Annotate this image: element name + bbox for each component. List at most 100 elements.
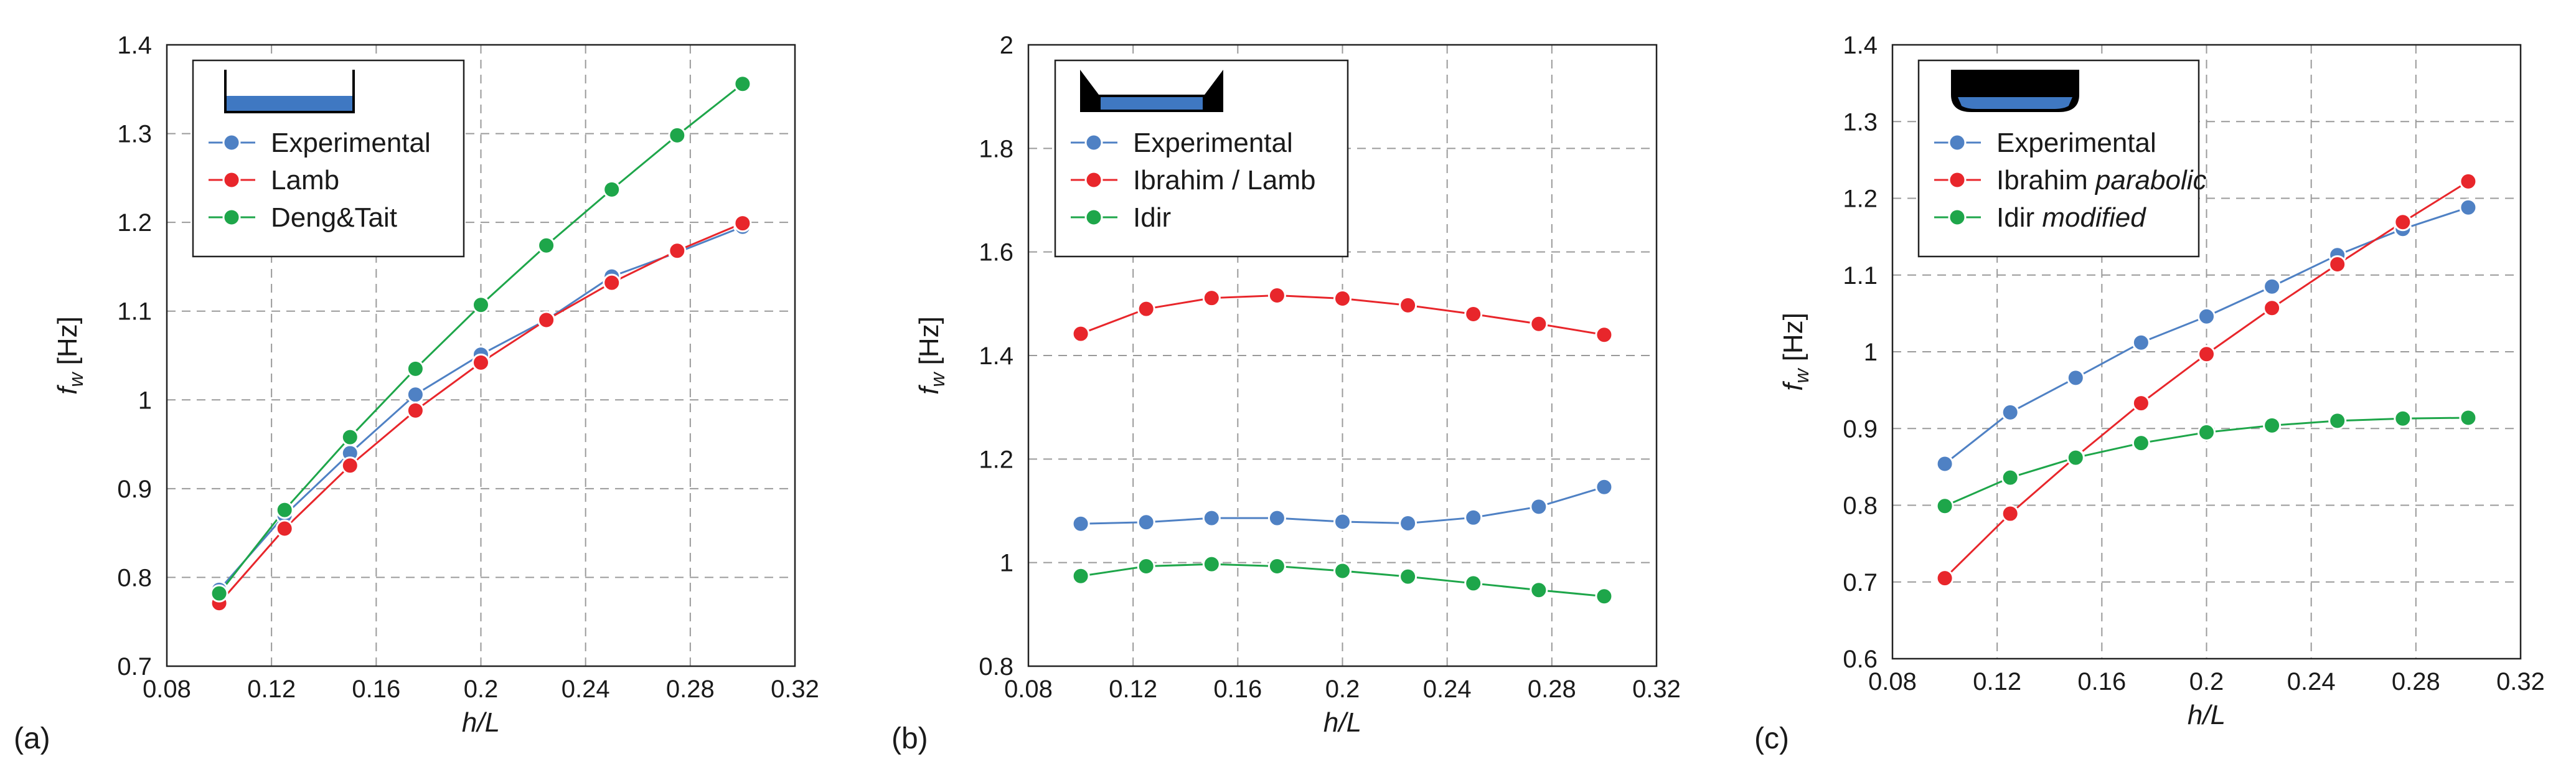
data-point-3 bbox=[2132, 434, 2150, 453]
chart-panel-b: 0.08 0.12 0.16 0.2 0.24 0.28 0.32 0.8 1 1.2 1.4 1.6… bbox=[891, 32, 1681, 755]
y-tick-label: 1.4 bbox=[1843, 32, 1878, 59]
data-point-3 bbox=[2001, 468, 2019, 487]
data-point-2 bbox=[2328, 255, 2347, 273]
x-axis-label: h/L bbox=[462, 707, 500, 738]
data-point-3 bbox=[668, 126, 687, 144]
data-point-2 bbox=[1935, 569, 1954, 588]
x-tick-label: 0.2 bbox=[2189, 668, 2224, 695]
data-point-3 bbox=[1935, 497, 1954, 516]
x-tick-label: 0.12 bbox=[1973, 668, 2021, 695]
data-point-3 bbox=[2263, 416, 2282, 435]
data-point-2 bbox=[537, 311, 556, 329]
legend-marker bbox=[1948, 171, 1967, 189]
data-point-3 bbox=[733, 75, 752, 93]
y-tick-label: 1.4 bbox=[117, 32, 152, 59]
data-point-3 bbox=[1464, 574, 1483, 593]
data-point-1 bbox=[2001, 403, 2019, 421]
data-point-1 bbox=[1137, 513, 1155, 532]
y-tick-label: 1 bbox=[138, 387, 152, 414]
x-tick-label: 0.24 bbox=[1423, 676, 1472, 703]
x-tick-label: 0.12 bbox=[247, 676, 296, 703]
x-tick-label: 0.16 bbox=[2077, 668, 2126, 695]
data-point-1 bbox=[1595, 478, 1614, 496]
data-point-3 bbox=[2066, 448, 2085, 467]
y-tick-label: 1.2 bbox=[979, 446, 1013, 473]
chart-panel-a: 0.08 0.12 0.16 0.2 0.24 0.28 0.32 0.7 0.8 0.9 1 1.1… bbox=[14, 32, 819, 755]
legend: Experimental Lamb Deng&Tait bbox=[192, 59, 465, 258]
legend-label: Experimental bbox=[1996, 128, 2156, 158]
data-point-2 bbox=[275, 519, 294, 538]
data-point-2 bbox=[2459, 172, 2478, 191]
data-point-3 bbox=[341, 428, 359, 446]
data-point-2 bbox=[1333, 290, 1351, 308]
tank-water bbox=[225, 96, 354, 112]
data-point-3 bbox=[2394, 409, 2412, 428]
legend: Experimental Ibrahim / Lamb Idir bbox=[1054, 59, 1349, 258]
x-tick-label: 0.16 bbox=[1213, 676, 1262, 703]
data-point-3 bbox=[1202, 555, 1221, 573]
x-tick-label: 0.16 bbox=[352, 676, 400, 703]
data-point-2 bbox=[1137, 299, 1155, 318]
data-point-2 bbox=[2132, 394, 2150, 413]
data-point-2 bbox=[603, 273, 621, 292]
data-point-1 bbox=[1202, 509, 1221, 527]
data-point-1 bbox=[1464, 508, 1483, 527]
legend-marker bbox=[1084, 208, 1103, 227]
data-point-2 bbox=[2394, 213, 2412, 232]
panel-label: (a) bbox=[14, 722, 50, 755]
y-tick-label: 1.8 bbox=[979, 135, 1013, 162]
legend-label: Idir bbox=[1133, 202, 1171, 233]
y-tick-label: 1.4 bbox=[979, 342, 1013, 370]
data-point-2 bbox=[1464, 304, 1483, 323]
data-point-3 bbox=[2459, 408, 2478, 427]
x-tick-label: 0.08 bbox=[1868, 668, 1917, 695]
data-point-1 bbox=[1333, 512, 1351, 531]
legend-box bbox=[1054, 59, 1349, 258]
y-tick-label: 0.8 bbox=[1843, 492, 1878, 520]
y-tick-label: 1.3 bbox=[117, 121, 152, 148]
data-point-2 bbox=[1071, 324, 1090, 343]
data-point-1 bbox=[2132, 333, 2150, 352]
data-point-1 bbox=[1267, 509, 1286, 527]
x-tick-label: 0.08 bbox=[1004, 676, 1053, 703]
legend-label: Ibrahim parabolic bbox=[1996, 165, 2207, 195]
y-tick-label: 1.6 bbox=[979, 239, 1013, 266]
plot-frame bbox=[166, 44, 796, 667]
tank-water bbox=[1958, 97, 2072, 109]
data-point-1 bbox=[1071, 514, 1090, 533]
y-tick-label: 0.9 bbox=[1843, 415, 1878, 443]
y-tick-label: 2 bbox=[1000, 32, 1013, 59]
data-point-3 bbox=[537, 236, 556, 255]
data-point-3 bbox=[275, 501, 294, 519]
x-tick-label: 0.2 bbox=[1325, 676, 1360, 703]
data-point-3 bbox=[1595, 587, 1614, 606]
data-point-2 bbox=[472, 353, 490, 372]
data-point-3 bbox=[210, 584, 228, 603]
y-tick-label: 1.1 bbox=[1843, 262, 1878, 290]
data-point-3 bbox=[406, 359, 425, 378]
data-point-3 bbox=[472, 296, 490, 314]
legend-label: Experimental bbox=[1133, 128, 1293, 158]
x-tick-label: 0.24 bbox=[2287, 668, 2336, 695]
y-tick-label: 0.8 bbox=[979, 653, 1013, 680]
data-point-1 bbox=[1399, 514, 1417, 532]
data-point-1 bbox=[2066, 369, 2085, 387]
x-tick-label: 0.32 bbox=[2496, 668, 2545, 695]
data-point-2 bbox=[668, 242, 687, 260]
data-point-2 bbox=[2198, 345, 2216, 364]
x-tick-label: 0.28 bbox=[2392, 668, 2440, 695]
y-tick-label: 1 bbox=[1864, 339, 1878, 366]
data-point-2 bbox=[2263, 299, 2282, 318]
data-point-3 bbox=[1071, 567, 1090, 585]
data-point-1 bbox=[406, 385, 425, 404]
legend-marker bbox=[1948, 133, 1967, 152]
data-point-1 bbox=[2263, 277, 2282, 296]
plot-frame bbox=[1891, 44, 2522, 660]
y-tick-label: 1.2 bbox=[117, 209, 152, 237]
x-tick-label: 0.32 bbox=[1632, 676, 1681, 703]
data-point-3 bbox=[2328, 412, 2347, 430]
panel-label: (c) bbox=[1754, 722, 1789, 755]
legend-label: Deng&Tait bbox=[271, 202, 397, 233]
y-axis-label: fw [Hz] bbox=[52, 316, 87, 395]
